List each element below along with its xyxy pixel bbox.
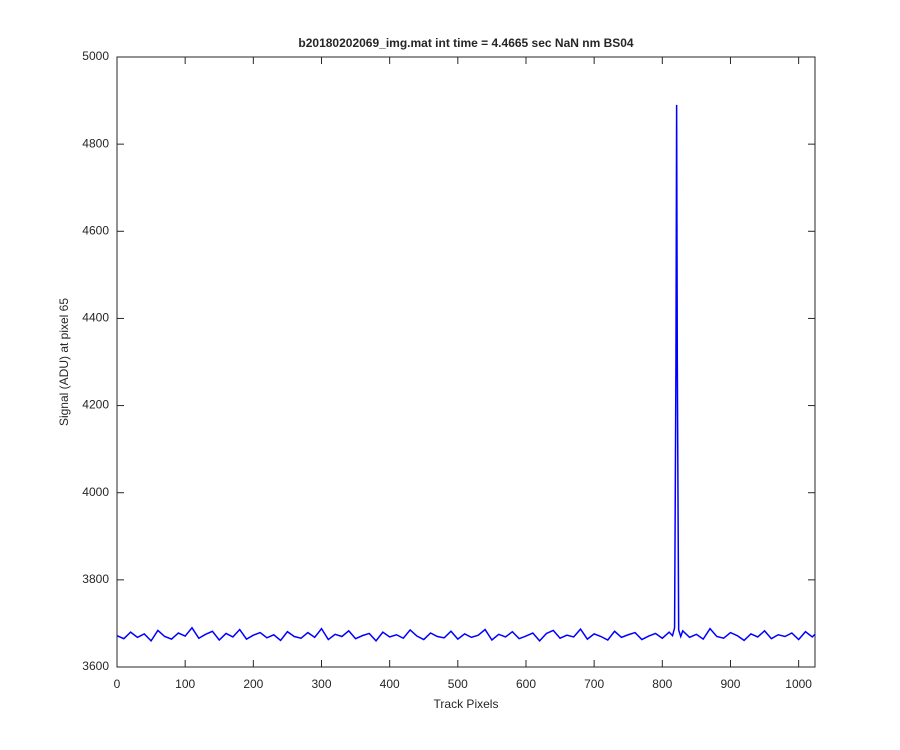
y-tick-label: 3600 — [82, 659, 109, 673]
y-axis-label: Signal (ADU) at pixel 65 — [57, 298, 71, 426]
x-tick-label: 700 — [584, 677, 604, 691]
x-tick-label: 300 — [311, 677, 331, 691]
x-tick-label: 200 — [243, 677, 263, 691]
y-tick-label: 4400 — [82, 311, 109, 325]
x-tick-label: 1000 — [785, 677, 812, 691]
y-tick-label: 4200 — [82, 398, 109, 412]
x-tick-label: 500 — [448, 677, 468, 691]
y-tick-label: 5000 — [82, 49, 109, 63]
data-line — [116, 104, 816, 643]
x-tick-label: 400 — [380, 677, 400, 691]
chart-title: b20180202069_img.mat int time = 4.4665 s… — [298, 36, 634, 50]
x-tick-label: 0 — [114, 677, 121, 691]
y-tick-label: 4800 — [82, 136, 109, 150]
x-tick-label: 800 — [652, 677, 672, 691]
y-tick-label: 4600 — [82, 223, 109, 237]
x-tick-label: 600 — [516, 677, 536, 691]
y-tick-label: 4000 — [82, 485, 109, 499]
x-axis-label: Track Pixels — [434, 697, 499, 711]
y-tick-label: 3800 — [82, 572, 109, 586]
plot-area — [116, 56, 816, 668]
x-tick-label: 900 — [720, 677, 740, 691]
x-tick-label: 100 — [175, 677, 195, 691]
